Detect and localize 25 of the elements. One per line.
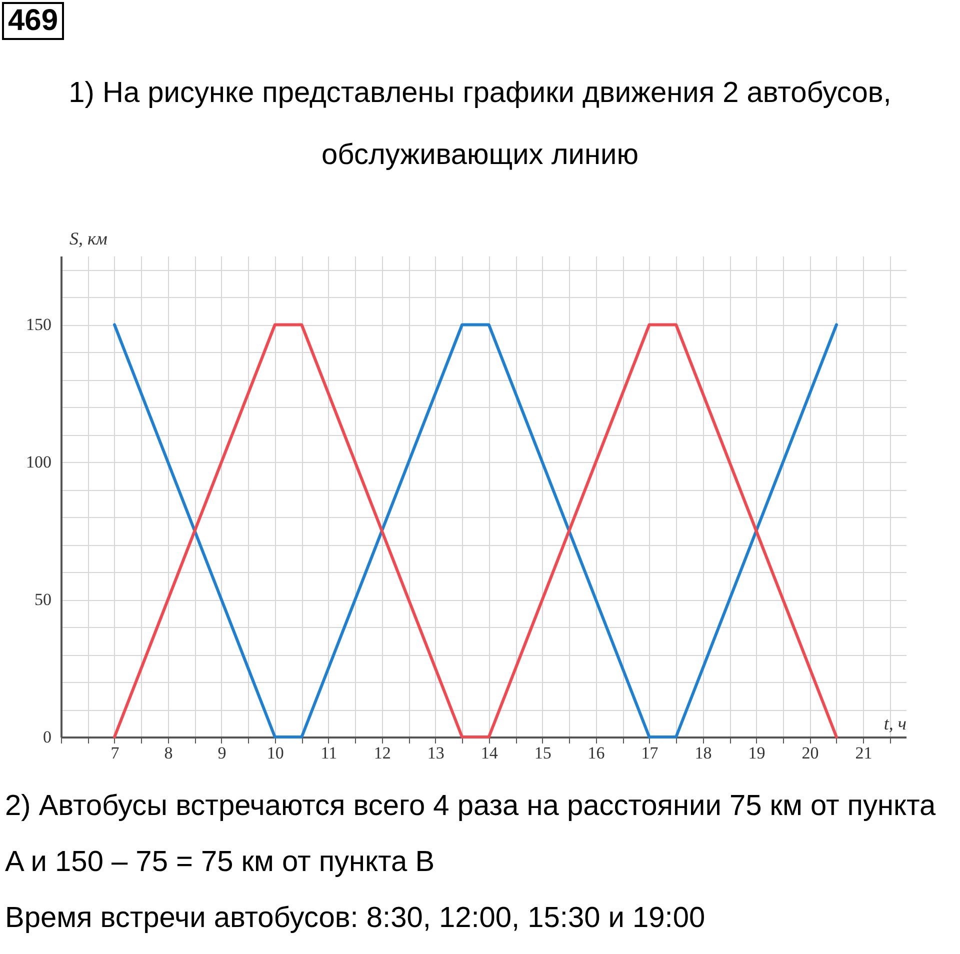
x-tick-label: 8 — [164, 744, 173, 762]
x-tick-label: 20 — [802, 744, 819, 762]
x-tick-label: 7 — [110, 744, 120, 762]
x-tick-label: 13 — [427, 744, 444, 762]
text: 2) Автобусы встречаются всего 4 раза на расстоянии 75 км от пункта A и 150 – 75 = 75 км от пункта B — [5, 789, 937, 880]
y-tick-label: 0 — [43, 728, 52, 746]
y-axis-title: S, км — [70, 228, 108, 248]
y-tick-label: 50 — [34, 590, 52, 610]
x-tick-label: 11 — [320, 744, 338, 762]
y-tick-label: 100 — [26, 452, 52, 472]
x-tick-label: 16 — [588, 744, 605, 762]
x-tick-label: 15 — [534, 744, 552, 762]
x-tick-label: 19 — [748, 744, 766, 762]
y-tick-label: 150 — [26, 315, 52, 334]
x-tick-label: 21 — [855, 744, 872, 762]
text: Время встречи автобусов: 8:30, 12:00, 15:30 и 19:00 — [5, 901, 706, 936]
x-tick-label: 14 — [480, 744, 498, 762]
text: 469 — [2, 2, 64, 40]
chart-title: 1) На рисунке представлены графики движения 2 автобусов, обслуживающих линию — [68, 76, 892, 173]
x-tick-label: 17 — [641, 744, 659, 762]
x-tick-label: 12 — [374, 744, 391, 762]
x-tick-label: 10 — [266, 744, 284, 762]
x-axis-title: t, ч — [884, 714, 906, 734]
x-tick-label: 9 — [218, 744, 226, 762]
x-tick-label: 18 — [694, 744, 712, 762]
